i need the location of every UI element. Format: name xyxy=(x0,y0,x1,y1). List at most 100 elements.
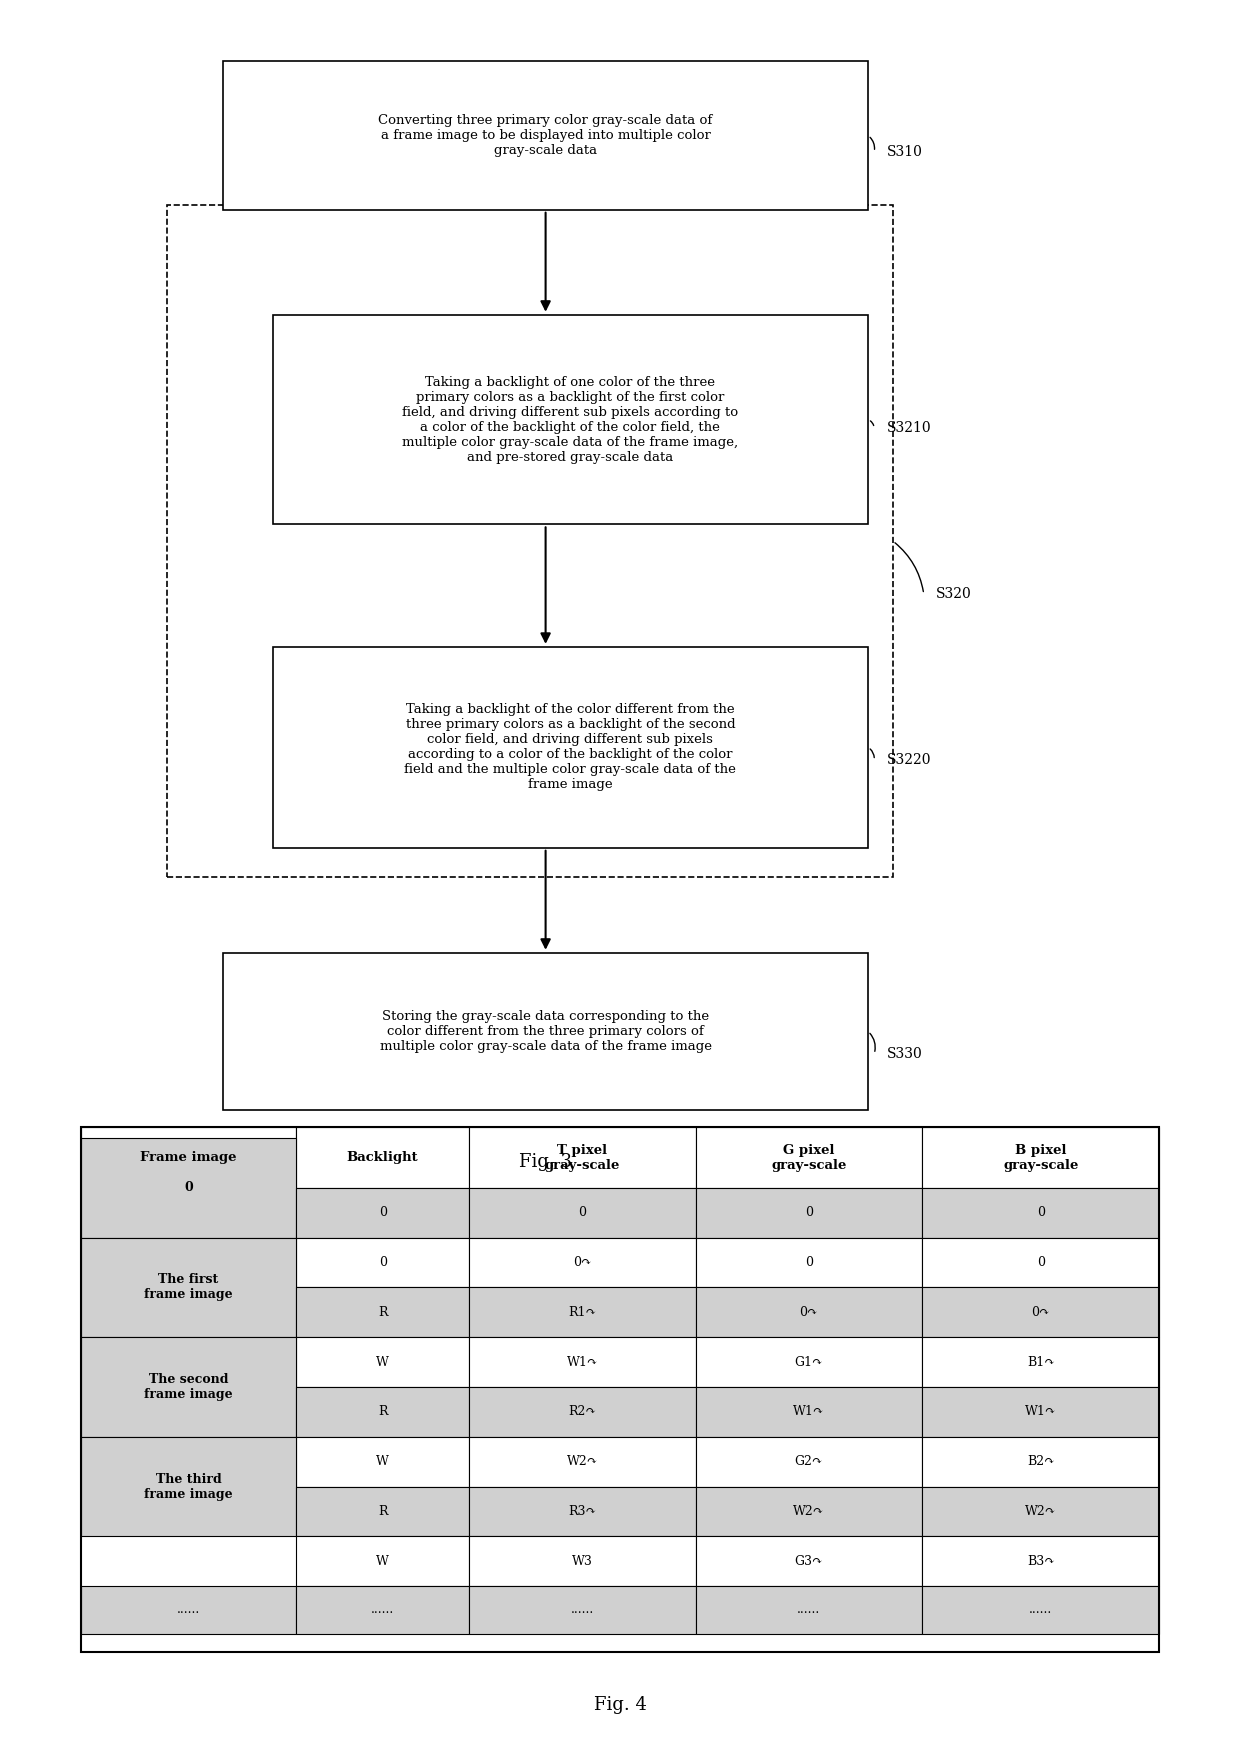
FancyBboxPatch shape xyxy=(296,1127,469,1189)
Text: ......: ...... xyxy=(371,1603,394,1617)
Text: S3220: S3220 xyxy=(887,753,931,767)
Text: The first
frame image: The first frame image xyxy=(144,1273,233,1302)
Text: B pixel
gray-scale: B pixel gray-scale xyxy=(1003,1143,1079,1171)
FancyBboxPatch shape xyxy=(923,1189,1159,1238)
FancyBboxPatch shape xyxy=(469,1536,696,1587)
Text: Fig. 3: Fig. 3 xyxy=(520,1154,572,1171)
Text: R: R xyxy=(378,1505,387,1517)
FancyBboxPatch shape xyxy=(923,1536,1159,1587)
FancyBboxPatch shape xyxy=(923,1386,1159,1437)
FancyBboxPatch shape xyxy=(296,1486,469,1536)
Text: ......: ...... xyxy=(570,1603,594,1617)
Text: Taking a backlight of the color different from the
three primary colors as a bac: Taking a backlight of the color differen… xyxy=(404,703,737,792)
FancyBboxPatch shape xyxy=(81,1138,296,1238)
Text: 0: 0 xyxy=(1037,1206,1045,1218)
Text: ......: ...... xyxy=(177,1603,200,1617)
FancyBboxPatch shape xyxy=(296,1386,469,1437)
FancyBboxPatch shape xyxy=(696,1337,923,1386)
Text: 0↷: 0↷ xyxy=(573,1257,591,1269)
Text: W3: W3 xyxy=(572,1556,593,1568)
FancyBboxPatch shape xyxy=(923,1337,1159,1386)
Text: R2↷: R2↷ xyxy=(568,1405,596,1418)
Text: 0: 0 xyxy=(805,1257,812,1269)
FancyBboxPatch shape xyxy=(696,1486,923,1536)
Text: R: R xyxy=(378,1405,387,1418)
FancyBboxPatch shape xyxy=(469,1486,696,1536)
Text: Fig. 4: Fig. 4 xyxy=(594,1696,646,1713)
Text: 0: 0 xyxy=(184,1182,193,1194)
FancyBboxPatch shape xyxy=(696,1189,923,1238)
Text: R3↷: R3↷ xyxy=(568,1505,596,1517)
Text: W1↷: W1↷ xyxy=(794,1405,825,1418)
Text: G2↷: G2↷ xyxy=(795,1456,823,1468)
FancyBboxPatch shape xyxy=(696,1238,923,1287)
FancyBboxPatch shape xyxy=(469,1437,696,1486)
FancyBboxPatch shape xyxy=(696,1386,923,1437)
FancyBboxPatch shape xyxy=(696,1437,923,1486)
Text: W: W xyxy=(376,1456,389,1468)
FancyBboxPatch shape xyxy=(696,1127,923,1189)
FancyBboxPatch shape xyxy=(223,953,868,1110)
FancyBboxPatch shape xyxy=(273,315,868,524)
Text: Backlight: Backlight xyxy=(347,1152,418,1164)
Text: W: W xyxy=(376,1556,389,1568)
Text: 0: 0 xyxy=(578,1206,587,1218)
FancyBboxPatch shape xyxy=(923,1587,1159,1633)
Text: G3↷: G3↷ xyxy=(795,1556,823,1568)
FancyBboxPatch shape xyxy=(296,1238,469,1287)
FancyBboxPatch shape xyxy=(81,1337,296,1437)
FancyBboxPatch shape xyxy=(469,1587,696,1633)
Text: 0↷: 0↷ xyxy=(1032,1306,1050,1318)
FancyBboxPatch shape xyxy=(923,1486,1159,1536)
Text: W1↷: W1↷ xyxy=(1025,1405,1056,1418)
Text: S3210: S3210 xyxy=(887,421,931,435)
Text: S320: S320 xyxy=(936,587,972,601)
Text: R1↷: R1↷ xyxy=(568,1306,596,1318)
Text: S310: S310 xyxy=(887,145,923,159)
Text: W2↷: W2↷ xyxy=(794,1505,825,1517)
Text: 0: 0 xyxy=(1037,1257,1045,1269)
FancyBboxPatch shape xyxy=(81,1587,296,1633)
FancyBboxPatch shape xyxy=(923,1437,1159,1486)
Text: W: W xyxy=(376,1356,389,1369)
Text: S330: S330 xyxy=(887,1047,923,1061)
FancyBboxPatch shape xyxy=(469,1238,696,1287)
FancyBboxPatch shape xyxy=(696,1287,923,1337)
Text: The third
frame image: The third frame image xyxy=(144,1472,233,1502)
FancyBboxPatch shape xyxy=(296,1536,469,1587)
FancyBboxPatch shape xyxy=(469,1287,696,1337)
Text: B3↷: B3↷ xyxy=(1027,1556,1054,1568)
FancyBboxPatch shape xyxy=(469,1386,696,1437)
Text: Frame image: Frame image xyxy=(140,1152,237,1164)
Text: G pixel
gray-scale: G pixel gray-scale xyxy=(771,1143,847,1171)
FancyBboxPatch shape xyxy=(923,1127,1159,1189)
FancyBboxPatch shape xyxy=(296,1337,469,1386)
FancyBboxPatch shape xyxy=(81,1437,296,1536)
FancyBboxPatch shape xyxy=(469,1127,696,1189)
FancyBboxPatch shape xyxy=(296,1189,469,1238)
Text: B2↷: B2↷ xyxy=(1027,1456,1054,1468)
Text: The second
frame image: The second frame image xyxy=(144,1372,233,1402)
Text: 0: 0 xyxy=(805,1206,812,1218)
FancyBboxPatch shape xyxy=(923,1287,1159,1337)
FancyBboxPatch shape xyxy=(469,1337,696,1386)
FancyBboxPatch shape xyxy=(469,1189,696,1238)
FancyBboxPatch shape xyxy=(296,1587,469,1633)
FancyBboxPatch shape xyxy=(696,1587,923,1633)
Text: 0: 0 xyxy=(378,1206,387,1218)
Text: W2↷: W2↷ xyxy=(1025,1505,1056,1517)
FancyBboxPatch shape xyxy=(273,647,868,848)
Text: R: R xyxy=(378,1306,387,1318)
Text: ......: ...... xyxy=(797,1603,821,1617)
Text: T pixel
gray-scale: T pixel gray-scale xyxy=(544,1143,620,1171)
FancyBboxPatch shape xyxy=(167,205,893,877)
Text: 0: 0 xyxy=(378,1257,387,1269)
Text: Converting three primary color gray-scale data of
a frame image to be displayed : Converting three primary color gray-scal… xyxy=(378,114,713,157)
Text: B1↷: B1↷ xyxy=(1027,1356,1054,1369)
Text: Taking a backlight of one color of the three
primary colors as a backlight of th: Taking a backlight of one color of the t… xyxy=(402,376,739,463)
FancyBboxPatch shape xyxy=(296,1287,469,1337)
FancyBboxPatch shape xyxy=(223,61,868,210)
FancyBboxPatch shape xyxy=(923,1238,1159,1287)
Text: W1↷: W1↷ xyxy=(567,1356,598,1369)
FancyBboxPatch shape xyxy=(696,1536,923,1587)
